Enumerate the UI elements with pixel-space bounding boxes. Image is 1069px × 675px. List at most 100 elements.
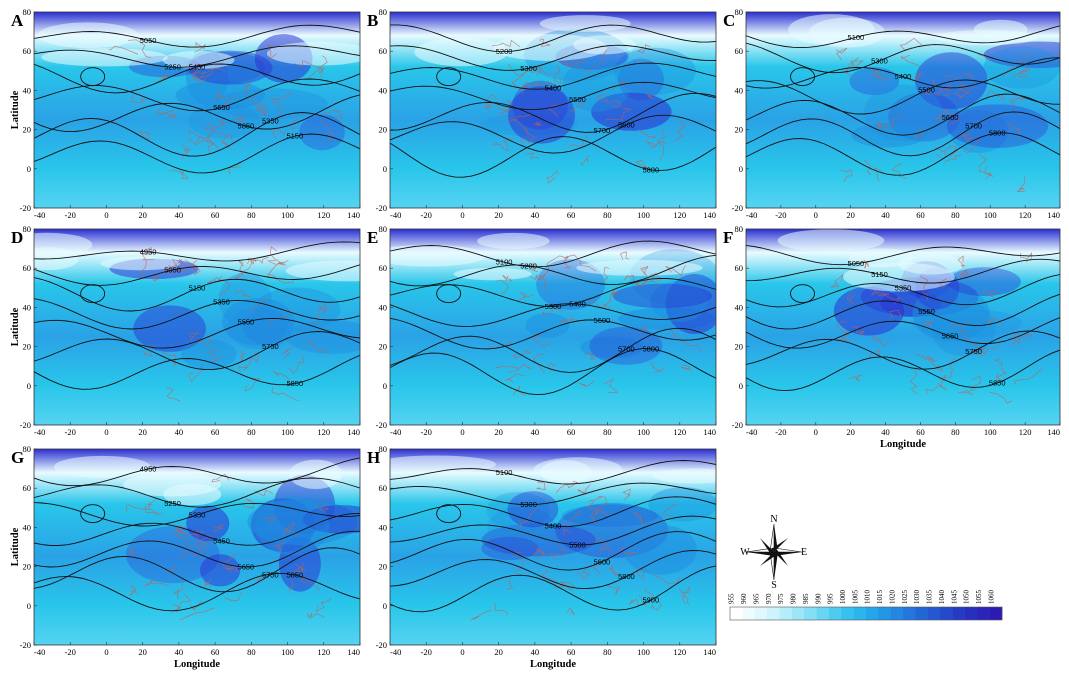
country-borders	[141, 246, 331, 402]
low-intensity-area	[652, 468, 716, 484]
x-tick-label: 20	[494, 647, 503, 657]
colorbar-label: 1030	[913, 590, 921, 605]
x-tick-label: -40	[390, 427, 401, 437]
contour-label: 5850	[238, 122, 255, 131]
contour-label: 5150	[189, 284, 206, 293]
colorbar-swatch	[779, 607, 793, 620]
x-tick-label: 20	[494, 210, 503, 220]
colorbar-swatch	[890, 607, 904, 620]
x-tick-label: 0	[460, 427, 464, 437]
colorbar-label: 1060	[987, 590, 995, 605]
y-tick-label: -20	[376, 203, 387, 213]
x-tick-label: 40	[531, 427, 540, 437]
high-intensity-area	[222, 297, 295, 346]
high-intensity-area	[911, 309, 1022, 338]
x-tick-label: 120	[673, 647, 686, 657]
y-tick-label: 80	[23, 445, 32, 454]
contour-label: 5800	[989, 129, 1006, 138]
high-intensity-area	[133, 305, 206, 352]
x-tick-label: 60	[916, 210, 925, 220]
high-intensity-area	[302, 505, 360, 534]
high-intensity-area	[648, 487, 716, 522]
country-borders	[470, 480, 690, 620]
map-panel-d: 4950 5050 5150 5350 5550 5750 5850 D 80 60 40 20 0 -2…	[8, 225, 364, 439]
contour-label: 5350	[262, 116, 279, 125]
contour-label: 5650	[238, 562, 255, 571]
colorbar-label: 975	[777, 593, 785, 604]
high-intensity-area	[849, 67, 900, 96]
low-intensity-area	[285, 260, 360, 282]
contour-label: 5350	[213, 297, 230, 306]
contour-label: 5650	[213, 103, 230, 112]
contour-label: 5400	[569, 299, 586, 308]
colorbar-label: 1040	[938, 590, 946, 605]
contour-label: 5600	[594, 316, 611, 325]
contour-label: 5100	[496, 468, 513, 477]
y-tick-label: 0	[739, 381, 743, 391]
x-tick-label: 140	[1047, 427, 1060, 437]
colorbar-label: 1015	[876, 590, 884, 605]
x-tick-label: 20	[494, 427, 503, 437]
colorbar-label: 965	[752, 593, 760, 604]
x-tick-label: -20	[65, 210, 76, 220]
high-intensity-area	[912, 285, 990, 342]
y-tick-label: 20	[23, 342, 32, 352]
x-tick-label: 80	[603, 210, 612, 220]
y-tick-label: 60	[735, 263, 744, 273]
x-tick-label: 80	[247, 647, 256, 657]
contour-label: 5750	[262, 342, 279, 351]
x-tick-label: 0	[814, 210, 818, 220]
contour-label: 5200	[496, 47, 513, 56]
x-tick-label: -20	[65, 427, 76, 437]
x-tick-label: 100	[281, 647, 294, 657]
y-tick-label: 40	[23, 302, 32, 312]
low-intensity-area	[935, 29, 1038, 46]
country-borders	[830, 251, 1043, 404]
colorbar-legend: 955 960 965 970 975 980 985 990 995 1000 1005 1010 1…	[728, 588, 1008, 624]
panel-letter: D	[11, 228, 23, 247]
low-intensity-area	[492, 34, 608, 61]
low-intensity-area	[41, 48, 168, 67]
geopotential-contours	[390, 460, 716, 613]
low-intensity-area	[453, 267, 532, 281]
colorbar-swatch	[742, 607, 756, 620]
y-tick-label: 60	[23, 483, 32, 493]
x-tick-label: 120	[673, 427, 686, 437]
x-tick-label: 60	[567, 647, 576, 657]
y-tick-label: 0	[27, 164, 31, 174]
contour-label: 5850	[286, 571, 303, 580]
y-tick-label: 20	[23, 562, 32, 572]
map-panel-b: 5200 5300 5400 5500 5700 5600 5800 B 80 60 40 20 0 -2…	[364, 8, 720, 222]
x-tick-label: 20	[138, 210, 147, 220]
x-axis-title: Longitude	[880, 439, 926, 450]
x-tick-label: 80	[247, 427, 256, 437]
y-tick-label: -20	[376, 420, 387, 430]
y-tick-label: -20	[732, 420, 743, 430]
contour-label: 5400	[545, 521, 562, 530]
high-intensity-area	[181, 339, 237, 370]
x-tick-label: 0	[104, 210, 108, 220]
contour-label: 5850	[989, 379, 1006, 388]
panel-letter: C	[723, 11, 735, 30]
colorbar-swatch	[767, 607, 780, 620]
x-tick-label: 120	[1019, 427, 1032, 437]
contour-label: 5600	[594, 557, 611, 566]
x-tick-label: 140	[347, 427, 360, 437]
y-tick-label: 80	[379, 445, 388, 454]
contour-label: 5550	[238, 318, 255, 327]
colorbar-label: 1010	[864, 590, 872, 605]
y-tick-label: 20	[379, 342, 388, 352]
y-tick-label: -20	[376, 640, 387, 650]
high-intensity-area	[833, 286, 905, 336]
high-intensity-area	[256, 495, 330, 556]
high-intensity-area	[914, 52, 988, 110]
high-intensity-area	[507, 491, 559, 528]
x-tick-label: 40	[531, 647, 540, 657]
colorbar-label: 1035	[926, 590, 934, 605]
x-tick-label: 100	[637, 427, 650, 437]
x-tick-label: 100	[984, 427, 997, 437]
y-tick-label: 60	[379, 263, 388, 273]
y-tick-label: 40	[23, 85, 32, 95]
x-tick-label: -40	[34, 427, 45, 437]
low-intensity-area	[390, 455, 496, 474]
